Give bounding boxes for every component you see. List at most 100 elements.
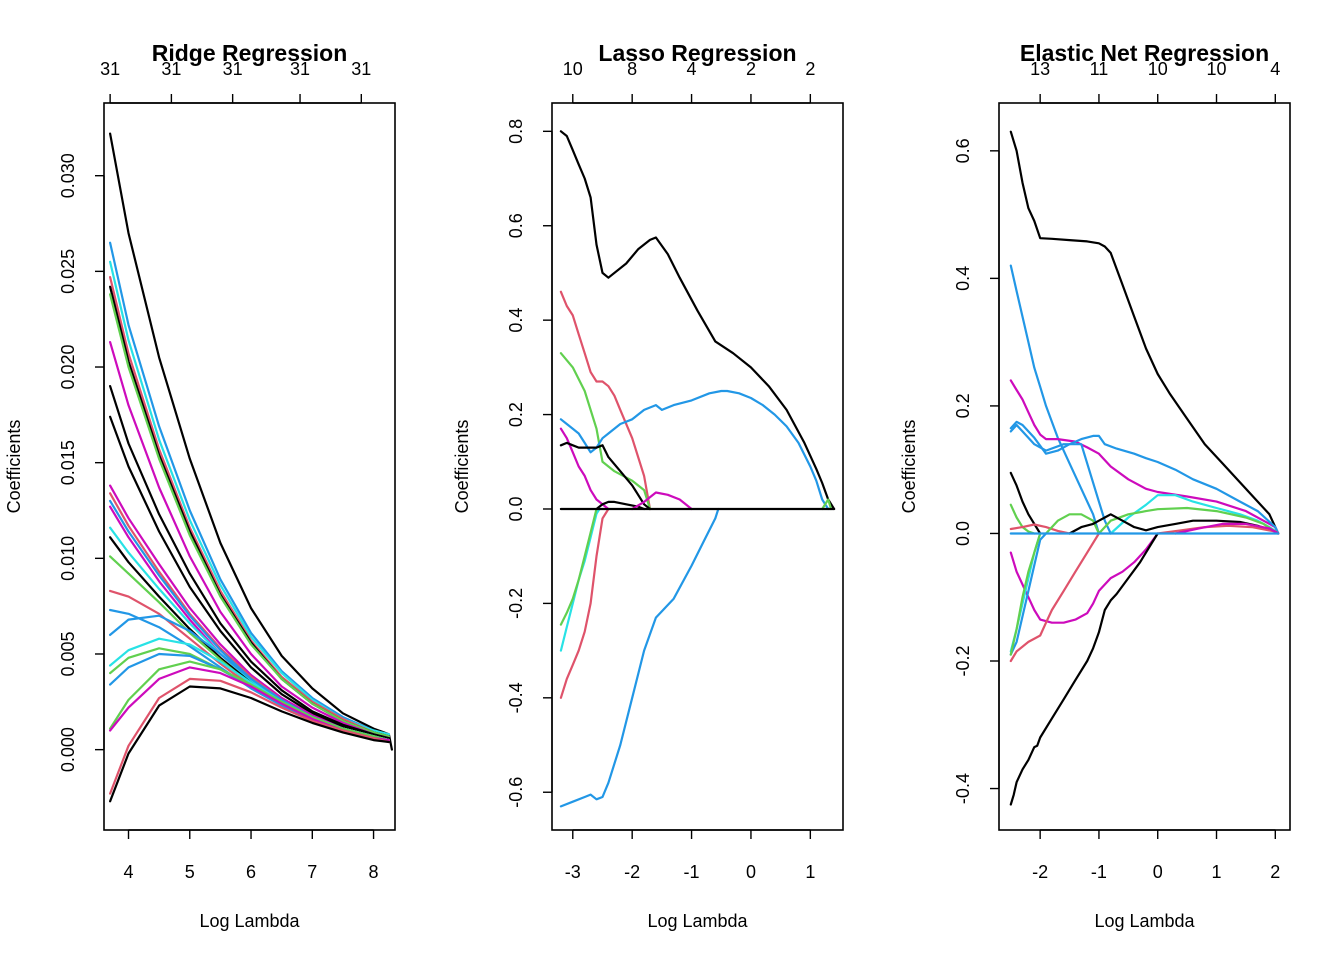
y-tick-label: 0.2 [506, 402, 526, 427]
top-tick-label: 2 [746, 59, 756, 79]
series-line-7 [108, 341, 390, 740]
top-tick-label: 8 [627, 59, 637, 79]
y-tick-label: 0.4 [506, 308, 526, 333]
series-line-4 [559, 389, 830, 511]
y-tick-label: 0.6 [953, 138, 973, 163]
y-tick-label: -0.4 [953, 773, 973, 804]
x-tick-label: 2 [1270, 862, 1280, 882]
series-line-6 [108, 293, 390, 738]
y-tick-label: 0.0 [506, 496, 526, 521]
x-tick-label: -2 [1032, 862, 1048, 882]
series-line-25 [108, 677, 390, 795]
y-tick-label: 0.025 [58, 249, 78, 294]
series-line-10 [108, 484, 390, 742]
y-tick-label: 0.8 [506, 119, 526, 144]
series-line-15 [1009, 532, 1101, 663]
x-tick-label: -3 [565, 862, 581, 882]
series-line-10 [559, 507, 720, 808]
series-line-9 [108, 415, 390, 740]
series-line-2 [108, 241, 390, 736]
top-tick-label: 10 [563, 59, 583, 79]
top-tick-label: 10 [1206, 59, 1226, 79]
x-axis-label: Log Lambda [199, 911, 300, 931]
y-tick-label: 0.4 [953, 266, 973, 291]
chart-title: Elastic Net Regression [1020, 40, 1269, 66]
top-tick-label: 10 [1148, 59, 1168, 79]
series-line-1 [108, 132, 393, 751]
top-tick-label: 31 [351, 59, 371, 79]
series-line-6 [559, 441, 652, 511]
y-tick-label: 0.0 [953, 521, 973, 546]
x-tick-label: 1 [805, 862, 815, 882]
y-tick-label: 0.6 [506, 213, 526, 238]
y-axis-label: Coefficients [4, 420, 24, 514]
panel-3: -2 -1 0 1 2 13 11 10 10 4 -0.4 -0.2 0.0 0.2 0.4 0.6 Log … [899, 40, 1291, 931]
series-line-13 [559, 507, 598, 626]
x-tick-label: -1 [684, 862, 700, 882]
top-tick-label: 31 [290, 59, 310, 79]
y-tick-label: 0.2 [953, 393, 973, 418]
series-line-23 [108, 660, 390, 742]
series-line-8 [108, 385, 390, 740]
x-tick-label: -2 [624, 862, 640, 882]
series-line-13 [1174, 522, 1280, 535]
x-tick-label: -1 [1091, 862, 1107, 882]
y-tick-label: 0.030 [58, 153, 78, 198]
y-tick-label: 0.010 [58, 536, 78, 581]
series-group [559, 130, 836, 808]
x-tick-label: 7 [307, 862, 317, 882]
series-line-5 [108, 285, 390, 738]
x-tick-label: 5 [185, 862, 195, 882]
top-tick-label: 31 [100, 59, 120, 79]
top-tick-label: 13 [1030, 59, 1050, 79]
series-line-11 [559, 507, 610, 699]
series-line-3 [559, 352, 652, 511]
y-tick-label: 0.020 [58, 344, 78, 389]
series-line-5 [1009, 423, 1112, 535]
series-line-16 [108, 555, 390, 742]
series-line-3 [1009, 379, 1280, 535]
chart-title: Lasso Regression [598, 40, 796, 66]
plot-frame [998, 102, 1291, 831]
top-tick-label: 31 [223, 59, 243, 79]
top-tick-label: 4 [1270, 59, 1280, 79]
series-line-16 [1009, 532, 1048, 656]
y-tick-label: -0.2 [506, 588, 526, 619]
series-line-8 [1009, 523, 1071, 535]
series-line-19 [1009, 532, 1159, 806]
y-tick-label: -0.4 [506, 682, 526, 713]
series-line-4 [108, 276, 390, 738]
series-group [1009, 130, 1280, 806]
x-tick-label: 0 [1153, 862, 1163, 882]
top-tick-label: 11 [1090, 59, 1109, 79]
top-tick-label: 2 [805, 59, 815, 79]
panel-2: -3 -2 -1 0 1 10 8 4 2 2 -0.6 -0.4 -0.2 0.0 0.2 0.4 0.6 0.… [452, 40, 844, 931]
x-tick-label: 6 [246, 862, 256, 882]
series-line-5 [559, 427, 610, 511]
series-line-14 [1009, 532, 1159, 624]
series-line-9 [821, 498, 833, 511]
series-line-10 [1044, 506, 1280, 535]
x-axis-label: Log Lambda [1094, 911, 1195, 931]
series-line-2 [559, 290, 652, 511]
x-tick-label: 8 [369, 862, 379, 882]
plot-frame [551, 102, 844, 831]
top-tick-label: 31 [161, 59, 181, 79]
series-line-2 [1009, 264, 1101, 535]
series-line-26 [108, 685, 390, 803]
x-axis-label: Log Lambda [647, 911, 748, 931]
x-tick-label: 0 [746, 862, 756, 882]
series-line-12 [108, 499, 390, 742]
x-tick-label: 4 [123, 862, 133, 882]
series-line-18 [1009, 532, 1042, 656]
top-tick-label: 4 [687, 59, 697, 79]
y-tick-label: 0.005 [58, 631, 78, 676]
series-line-1 [559, 130, 836, 511]
y-axis-label: Coefficients [899, 420, 919, 514]
x-tick-label: 1 [1212, 862, 1222, 882]
y-axis-label: Coefficients [452, 420, 472, 514]
series-line-4 [1009, 420, 1280, 535]
y-tick-label: -0.2 [953, 645, 973, 676]
panel-1: 4 5 6 7 8 31 31 31 31 31 0.000 0.005 0.010 0.015 0.020… [4, 40, 396, 931]
